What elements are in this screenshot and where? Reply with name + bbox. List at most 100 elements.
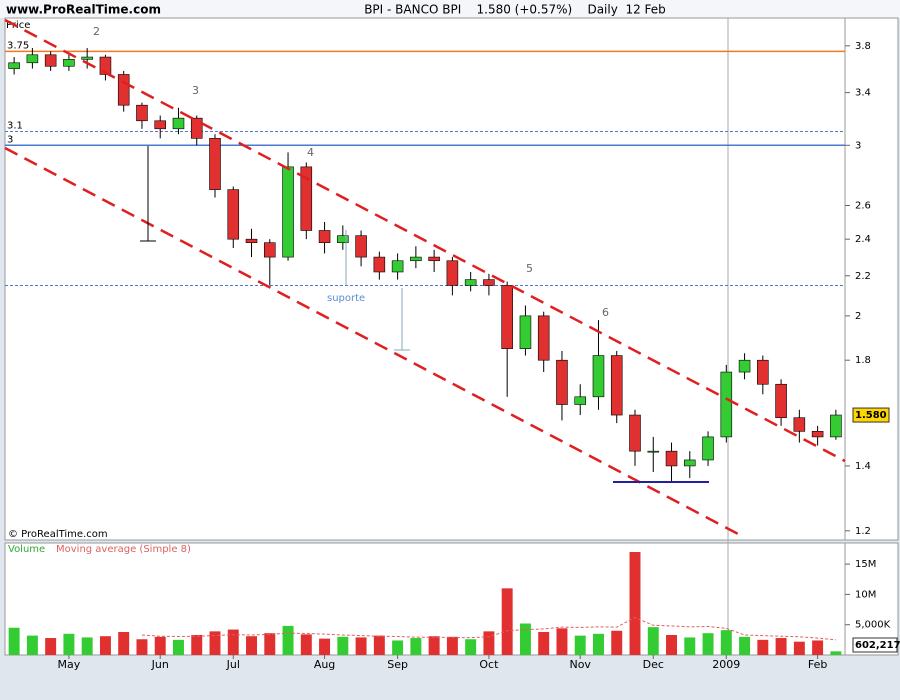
volume-bar [264,633,276,655]
candle-body [574,396,586,405]
volume-bar [593,633,604,655]
candle-body [391,260,404,273]
candle-body [117,74,130,106]
volume-bar [154,636,166,655]
chart-title: BPI - BANCO BPI 1.580 (+0.57%) Daily 12 … [364,3,666,17]
volume-bar [118,631,130,655]
drawings [4,18,846,537]
annotation: 5 [526,262,533,275]
x-tick-label: Dec [643,658,664,671]
header-bar [0,0,900,18]
volume-bar [337,636,349,655]
candle-body [154,120,166,130]
x-tick-label: Sep [387,658,408,671]
candle-body [245,238,258,243]
volume-bar [373,635,385,655]
candle-body [26,54,39,64]
volume-bar [355,637,367,655]
volume-bar [775,638,787,655]
annotation: 6 [602,306,609,319]
volume-bar [757,639,769,655]
candle-body [355,235,367,258]
price-axis [844,17,899,541]
candle-body [63,59,75,67]
y-tick-label: 1.4 [855,461,871,472]
x-tick-label: Oct [479,658,499,671]
volume-bar [99,636,111,655]
volume-bar [26,635,38,655]
last-volume-label: 602,217 [855,640,900,651]
candle-body [610,355,623,416]
candle-body [702,436,714,461]
volume-bar [446,636,458,655]
volume-bar [227,629,239,655]
candle-body [428,256,440,262]
volume-bar [574,635,586,655]
volume-bar [81,637,93,655]
x-tick-label: 2009 [712,658,740,671]
candle-body [337,235,349,243]
volume-bar [519,623,531,655]
volume-bar [8,627,20,655]
volume-bar [501,588,513,655]
x-tick-label: Feb [808,658,827,671]
y-tick-label: 3.4 [855,88,871,99]
y-tick-label: 15M [855,559,876,570]
volume-axis [844,542,899,656]
lower-trendline [4,146,741,537]
volume-bar [538,631,550,655]
candle-body [556,359,568,405]
candle-body [775,383,787,419]
y-tick-label: 1.8 [855,355,871,366]
volume-bar [684,637,696,655]
candle-body [501,285,513,349]
level-label: 3 [7,134,13,145]
y-tick-label: 10M [855,589,876,600]
candle-body [300,166,313,231]
annotation: 4 [307,146,314,159]
volume-bar [173,639,184,655]
volume-bar [392,640,404,655]
candle-body [209,138,221,190]
x-tick-label: Jul [226,658,240,671]
candle-body [136,104,148,122]
volume-bar [136,639,148,655]
volume-bar [209,631,221,655]
candle-body [592,355,605,398]
candle-body [172,117,185,130]
volume-bar [629,552,641,655]
upper-trendline [4,18,846,463]
volume-panel [4,542,846,656]
candle-body [282,166,294,258]
volume-ma-name: Moving average (Simple 8) [56,544,191,555]
annotation: 3 [192,84,199,97]
volume-bar [793,641,805,655]
candle-body [373,256,386,273]
volume-bar [410,638,422,655]
volume-bar [282,625,294,655]
price-panel [4,17,846,541]
volume-bar [191,635,203,655]
candle-body [720,371,733,438]
y-tick-label: 2.4 [855,234,871,245]
y-tick-label: 2 [855,311,861,322]
volume-name: Volume [8,544,45,555]
candle-body [684,459,696,467]
last-volume-box [852,637,898,653]
candle-body [483,279,495,286]
candle-body [44,54,57,67]
copyright: © ProRealTime.com [8,529,108,540]
y-tick-label: 2.6 [855,200,871,211]
annotation: suporte [327,293,365,304]
y-axis-label: Price [6,20,30,31]
x-tick-label: May [58,658,81,671]
candle-body [793,417,806,432]
volume-bar [45,638,57,655]
candle-body [190,117,203,139]
candle-body [81,56,93,60]
candle-body [830,414,842,438]
candle-body [264,242,276,258]
volume-bar [63,633,75,655]
volume-bar [428,636,440,655]
